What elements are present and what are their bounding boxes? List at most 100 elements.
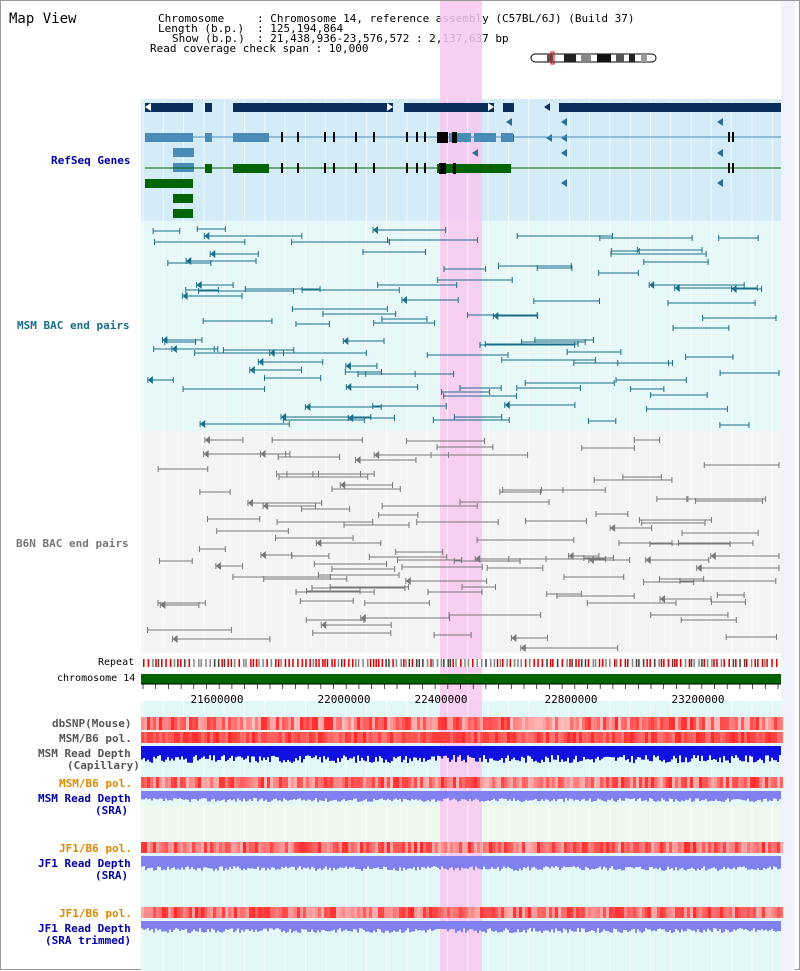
depth-bar (477, 921, 479, 933)
depth-bar (161, 746, 163, 761)
repeat-element (173, 659, 176, 667)
dbsnp-cell (288, 717, 291, 730)
depth-bar (549, 746, 551, 763)
dbsnp-cell (444, 717, 447, 730)
msm-pol-cell (777, 777, 780, 788)
depth-bar (553, 921, 555, 933)
depth-bar (575, 746, 577, 756)
jf1-pol-cell (216, 842, 219, 853)
msm-depth-sra-label-2: (SRA) (95, 804, 129, 817)
depth-bar (375, 856, 377, 868)
jf1-pol-cell (195, 842, 198, 853)
depth-bar (507, 921, 509, 930)
msm-pol-cell (429, 777, 432, 788)
depth-bar (709, 921, 711, 931)
depth-bar (437, 921, 439, 929)
depth-bar (297, 791, 299, 800)
depth-bar (725, 921, 727, 930)
depth-bar (351, 746, 353, 759)
depth-bar (665, 921, 667, 932)
msm-pol-cell (660, 777, 663, 788)
depth-bar (293, 791, 295, 799)
depth-bar (671, 791, 673, 800)
repeat-element (227, 659, 229, 667)
msm-depth-capillary-label-1[interactable]: MSM Read Depth (38, 747, 131, 760)
msm-pol-cell (474, 777, 477, 788)
depth-bar (333, 746, 335, 761)
depth-bar (701, 856, 703, 869)
chromosome-ideogram-icon[interactable] (530, 51, 657, 65)
msm-pol-cell (483, 732, 486, 743)
depth-bar (205, 921, 207, 933)
depth-bar (437, 791, 439, 801)
repeat-element (581, 659, 583, 667)
depth-bar (757, 746, 759, 761)
depth-bar (425, 921, 427, 933)
msm-depth-sra-label-1[interactable]: MSM Read Depth (38, 792, 131, 805)
dbsnp-label[interactable]: dbSNP(Mouse) (52, 717, 132, 730)
dbsnp-cell (222, 717, 225, 730)
jf1-pol-cell (588, 842, 591, 853)
depth-bar (665, 856, 667, 870)
jf1-pol-cell (351, 907, 354, 918)
msm-pol-cell (726, 777, 729, 788)
jf1-pol-cell (408, 842, 411, 853)
b6n-bac-label[interactable]: B6N BAC end pairs (16, 537, 129, 550)
msm-bac-pairs[interactable] (147, 226, 780, 428)
msm-pol-cell (576, 777, 579, 788)
msm-b6-pol-label-2[interactable]: MSM/B6 pol. (59, 777, 132, 790)
depth-bar (611, 856, 613, 867)
msm-pol-cell (171, 732, 174, 743)
depth-bar (497, 856, 499, 868)
msm-pol-cell (423, 732, 426, 743)
jf1-depth-sra-label-1[interactable]: JF1 Read Depth (38, 857, 131, 870)
refseq-gene-models[interactable] (145, 103, 781, 218)
jf1-depth-trimmed-label-1[interactable]: JF1 Read Depth (38, 922, 131, 935)
jf1-pol-cell (663, 907, 666, 918)
msm-b6-pol-label[interactable]: MSM/B6 pol. (59, 732, 132, 745)
depth-bar (259, 791, 261, 800)
jf1-pol-cell (381, 842, 384, 853)
msm-pol-cell (261, 732, 264, 743)
depth-bar (399, 856, 401, 868)
dbsnp-cell (750, 717, 753, 730)
depth-bar (203, 921, 205, 933)
jf1-b6-pol-label-2[interactable]: JF1/B6 pol. (59, 907, 132, 920)
jf1-pol-cell (486, 842, 489, 853)
depth-bar (167, 791, 169, 801)
msm-pol-cell (450, 777, 453, 788)
depth-bar (519, 791, 521, 802)
jf1-pol-cell (537, 907, 540, 918)
msm-pol-cell (267, 732, 270, 743)
msm-bac-label[interactable]: MSM BAC end pairs (17, 319, 130, 332)
depth-bar (495, 791, 497, 801)
refseq-label[interactable]: RefSeq Genes (51, 154, 131, 167)
depth-bar (453, 856, 455, 871)
b6n-bac-pairs[interactable] (146, 436, 780, 652)
depth-bar (481, 921, 483, 932)
depth-bar (367, 791, 369, 802)
depth-bar (495, 856, 497, 869)
repeat-element (184, 659, 186, 667)
depth-bar (215, 746, 217, 762)
dbsnp-cell (705, 717, 708, 730)
depth-bar (337, 856, 339, 869)
depth-bar (183, 791, 185, 800)
msm-bac-pair-arrow (200, 420, 206, 428)
depth-bar (331, 791, 333, 801)
jf1-pol-cell (705, 842, 708, 853)
jf1-pol-cell (654, 842, 657, 853)
jf1-b6-pol-label[interactable]: JF1/B6 pol. (59, 842, 132, 855)
depth-bar (461, 746, 463, 761)
jf1-pol-cell (696, 907, 699, 918)
depth-bar (703, 921, 705, 930)
depth-bar (453, 921, 455, 930)
selected-region-highlight[interactable] (440, 1, 482, 971)
depth-bar (385, 791, 387, 801)
depth-bar (379, 856, 381, 870)
depth-bar (477, 746, 479, 762)
depth-bar (475, 856, 477, 867)
msm-pol-cell (225, 777, 228, 788)
depth-bar (189, 746, 191, 763)
